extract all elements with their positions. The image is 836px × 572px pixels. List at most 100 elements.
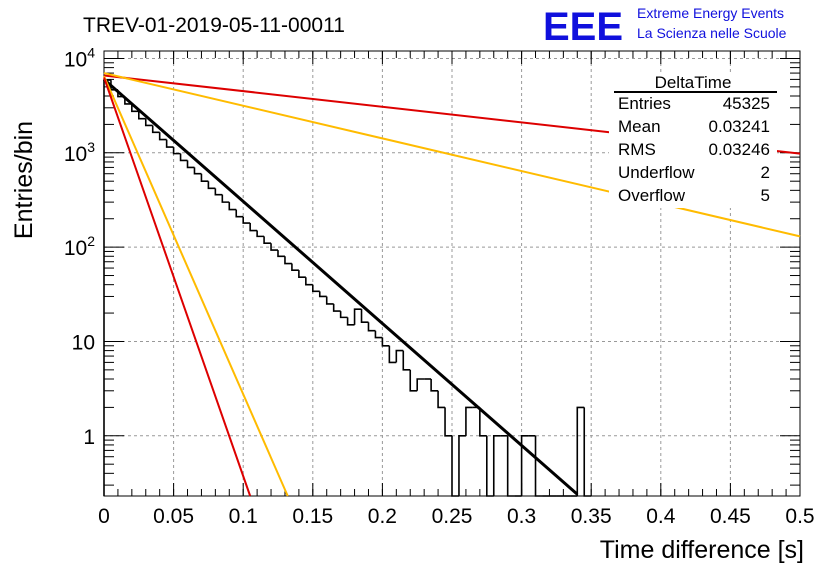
stats-row-label: Mean: [618, 117, 661, 136]
histogram-bin: [214, 188, 223, 196]
stats-row-value: 5: [761, 186, 770, 205]
stats-box: DeltaTime Entries 45325 Mean 0.03241 RMS 0.03…: [609, 72, 777, 208]
histogram-bin: [360, 309, 369, 324]
histogram-bin: [416, 378, 425, 391]
histogram-bin: [534, 435, 543, 497]
histogram-bin: [207, 181, 216, 190]
y-tick-label: 103: [64, 139, 95, 166]
histogram-bin: [200, 173, 209, 182]
histogram-bin: [353, 308, 362, 325]
x-tick-label: 0.3: [507, 505, 536, 528]
x-axis-title: Time difference [s]: [600, 536, 804, 564]
plot-title: TREV-01-2019-05-11-00011: [83, 14, 345, 37]
x-tick-label: 0.1: [229, 505, 258, 528]
histogram-bin: [465, 406, 473, 436]
histogram-bin: [492, 434, 501, 496]
histogram-bin: [165, 139, 174, 148]
histogram-bin: [576, 406, 585, 496]
histogram-bin: [270, 243, 278, 251]
histogram-bin: [277, 250, 285, 258]
stats-row-label: RMS: [618, 140, 656, 159]
histogram-bin: [444, 407, 452, 437]
histogram-bin: [437, 390, 446, 409]
histogram-bin: [346, 317, 355, 326]
histogram-bin: [451, 435, 459, 497]
logo-line-1: Extreme Energy Events: [637, 5, 784, 21]
histogram-bin: [367, 322, 376, 332]
histogram-bin: [291, 263, 299, 271]
histogram-bin: [339, 311, 348, 319]
x-tick-label: 0.5: [785, 505, 814, 528]
histogram-bin: [409, 369, 418, 392]
histogram-bin: [520, 434, 529, 496]
histogram-bin: [318, 291, 327, 298]
histogram-bin: [131, 103, 139, 113]
histogram-bin: [381, 337, 390, 347]
histogram-bin: [284, 256, 292, 265]
logo-line-2: La Scienza nelle Scuole: [637, 25, 787, 41]
y-tick-label: 104: [64, 44, 95, 71]
stats-row-value: 2: [761, 163, 770, 182]
histogram-bin: [193, 167, 202, 175]
x-tick-label: 0.15: [292, 505, 333, 528]
y-tick-label: 10: [72, 331, 95, 354]
histogram-bin: [186, 160, 195, 169]
y-tick-label: 1: [83, 426, 95, 449]
histogram-bin: [256, 230, 265, 238]
stats-row-value: 0.03241: [709, 117, 770, 136]
histogram-bin: [374, 330, 383, 339]
y-axis-title: Entries/bin: [10, 121, 38, 239]
histogram-bin: [179, 153, 188, 162]
stats-box-background: [609, 72, 777, 208]
x-tick-label: 0.4: [646, 505, 676, 528]
histogram-bin: [138, 111, 146, 120]
histogram-bin: [583, 407, 592, 497]
histogram-bin: [144, 118, 153, 127]
stats-box-name: DeltaTime: [655, 73, 732, 92]
histogram-bin: [395, 349, 404, 363]
fit-curve: [103, 75, 289, 497]
x-tick-label: 0.05: [153, 505, 194, 528]
histogram-bin: [325, 296, 334, 305]
histogram-bin: [312, 284, 320, 293]
histogram-bin: [332, 303, 341, 312]
histogram-bin: [151, 125, 160, 134]
histogram-bin: [486, 435, 494, 497]
histogram-bin: [298, 270, 306, 278]
histogram-bin: [388, 345, 397, 364]
histogram-bin: [479, 407, 487, 437]
histogram-bin: [263, 236, 272, 245]
histogram-bin: [430, 378, 439, 392]
histogram-bin: [228, 202, 237, 211]
histogram-bin: [103, 79, 111, 496]
fit-curve: [103, 78, 579, 496]
x-tick-label: 0.2: [368, 505, 397, 528]
histogram-bin: [249, 223, 258, 232]
fit-curve: [103, 72, 801, 238]
x-tick-label: 0.25: [432, 505, 473, 528]
x-tick-label: 0.45: [710, 505, 751, 528]
histogram-bin: [221, 194, 230, 203]
histogram-bin: [242, 216, 251, 224]
y-tick-label: 102: [64, 233, 95, 260]
histogram-bin: [402, 350, 411, 371]
stats-row-label: Entries: [618, 94, 671, 113]
y-tick-labels: 1 10 102 103 104: [64, 44, 95, 448]
histogram-bin: [235, 209, 244, 218]
histogram-bin: [506, 435, 515, 497]
x-tick-label: 0.35: [571, 505, 612, 528]
histogram-bin: [158, 132, 167, 141]
stats-row-value: 45325: [723, 94, 770, 113]
x-tick-labels: 0 0.05 0.1 0.15 0.2 0.25 0.3 0.35 0.4 0.45 0.5: [98, 505, 814, 528]
histogram-bin: [172, 147, 181, 155]
histogram-bin: [305, 277, 313, 286]
stats-row-label: Overflow: [618, 186, 686, 205]
histogram-bin: [458, 434, 466, 496]
eee-logo: EEE: [543, 5, 623, 49]
x-tick-label: 0: [98, 505, 110, 528]
fit-curve: [103, 77, 252, 497]
stats-row-label: Underflow: [618, 163, 695, 182]
stats-row-value: 0.03246: [709, 140, 770, 159]
fit-curves: [103, 72, 801, 497]
